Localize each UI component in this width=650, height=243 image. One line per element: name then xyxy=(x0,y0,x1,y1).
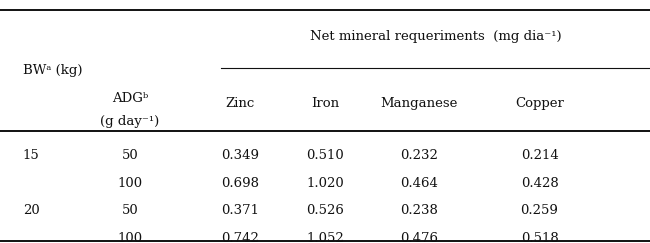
Text: ADGᵇ: ADGᵇ xyxy=(112,92,148,105)
Text: 0.476: 0.476 xyxy=(400,232,438,243)
Text: 15: 15 xyxy=(23,149,40,162)
Text: 1.020: 1.020 xyxy=(306,177,344,190)
Text: 0.742: 0.742 xyxy=(222,232,259,243)
Text: BWᵃ (kg): BWᵃ (kg) xyxy=(23,64,83,77)
Text: 50: 50 xyxy=(122,204,138,217)
Text: (g day⁻¹): (g day⁻¹) xyxy=(100,115,160,128)
Text: 0.698: 0.698 xyxy=(222,177,259,190)
Text: 0.518: 0.518 xyxy=(521,232,558,243)
Text: 50: 50 xyxy=(122,149,138,162)
Text: 0.214: 0.214 xyxy=(521,149,558,162)
Text: 0.526: 0.526 xyxy=(306,204,344,217)
Text: 20: 20 xyxy=(23,204,40,217)
Text: Manganese: Manganese xyxy=(380,97,458,110)
Text: Copper: Copper xyxy=(515,97,564,110)
Text: 0.464: 0.464 xyxy=(400,177,438,190)
Text: 0.428: 0.428 xyxy=(521,177,558,190)
Text: 0.259: 0.259 xyxy=(521,204,558,217)
Text: 0.349: 0.349 xyxy=(222,149,259,162)
Text: 0.510: 0.510 xyxy=(306,149,344,162)
Text: Net mineral requeriments  (mg dia⁻¹): Net mineral requeriments (mg dia⁻¹) xyxy=(309,30,562,43)
Text: 0.238: 0.238 xyxy=(400,204,438,217)
Text: 100: 100 xyxy=(118,232,142,243)
Text: 1.052: 1.052 xyxy=(306,232,344,243)
Text: 0.232: 0.232 xyxy=(400,149,438,162)
Text: Zinc: Zinc xyxy=(226,97,255,110)
Text: 100: 100 xyxy=(118,177,142,190)
Text: Iron: Iron xyxy=(311,97,339,110)
Text: 0.371: 0.371 xyxy=(222,204,259,217)
